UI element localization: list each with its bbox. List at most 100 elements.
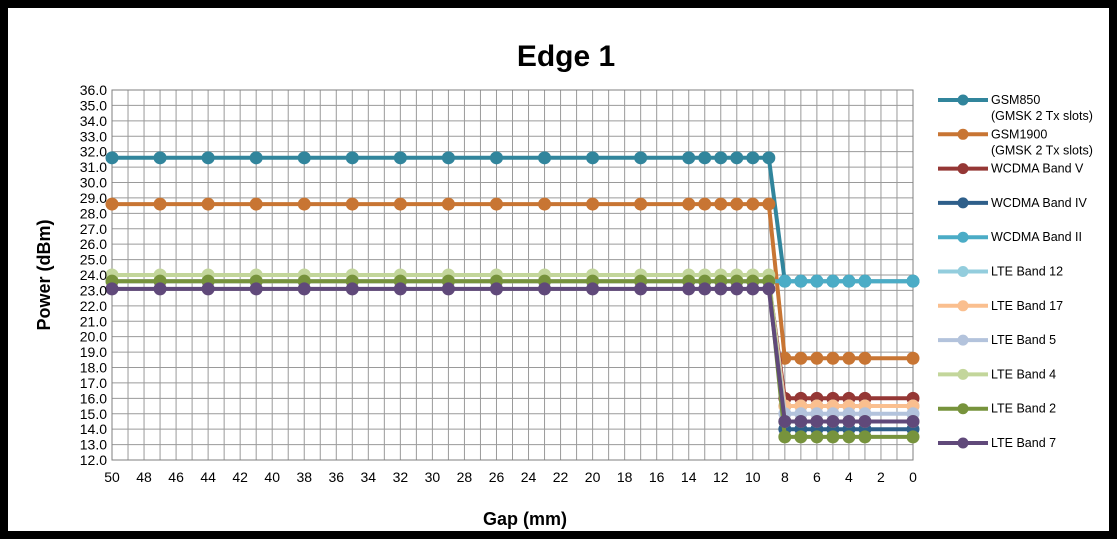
data-point bbox=[682, 282, 696, 296]
data-point bbox=[906, 274, 920, 288]
y-tick-label: 19.0 bbox=[80, 344, 107, 360]
data-point bbox=[441, 151, 455, 165]
y-tick-label: 22.0 bbox=[80, 298, 107, 314]
data-point bbox=[858, 430, 872, 444]
legend-label: LTE Band 5 bbox=[991, 333, 1056, 347]
data-point bbox=[538, 151, 552, 165]
data-point bbox=[746, 151, 760, 165]
legend-label: GSM850 bbox=[991, 93, 1040, 107]
x-tick-label: 28 bbox=[457, 469, 473, 485]
data-point bbox=[858, 351, 872, 365]
data-point bbox=[489, 282, 503, 296]
y-tick-label: 33.0 bbox=[80, 128, 107, 144]
data-point bbox=[345, 197, 359, 211]
x-tick-label: 20 bbox=[585, 469, 601, 485]
data-point bbox=[858, 414, 872, 428]
data-point bbox=[105, 197, 119, 211]
data-point bbox=[810, 274, 824, 288]
data-point bbox=[297, 197, 311, 211]
legend-label: WCDMA Band IV bbox=[991, 196, 1088, 210]
data-point bbox=[105, 282, 119, 296]
data-point bbox=[682, 151, 696, 165]
legend-item: LTE Band 7 bbox=[938, 436, 1056, 450]
y-tick-label: 31.0 bbox=[80, 159, 107, 175]
data-point bbox=[441, 197, 455, 211]
data-point bbox=[810, 430, 824, 444]
x-tick-label: 44 bbox=[200, 469, 216, 485]
data-point bbox=[714, 197, 728, 211]
data-point bbox=[906, 351, 920, 365]
data-point bbox=[441, 282, 455, 296]
legend-label: LTE Band 12 bbox=[991, 265, 1063, 279]
data-point bbox=[297, 282, 311, 296]
x-tick-label: 36 bbox=[328, 469, 344, 485]
tick-labels: 36.035.034.033.032.031.030.029.028.027.0… bbox=[80, 82, 917, 485]
data-point bbox=[842, 414, 856, 428]
chart-title: Edge 1 bbox=[517, 40, 615, 73]
legend-label: WCDMA Band V bbox=[991, 162, 1084, 176]
y-tick-label: 26.0 bbox=[80, 236, 107, 252]
data-point bbox=[249, 151, 263, 165]
legend-marker bbox=[957, 266, 969, 277]
x-tick-label: 38 bbox=[296, 469, 312, 485]
legend-item: LTE Band 17 bbox=[938, 299, 1063, 313]
legend-item: WCDMA Band II bbox=[938, 230, 1082, 244]
y-tick-label: 25.0 bbox=[80, 252, 107, 268]
y-tick-label: 13.0 bbox=[80, 437, 107, 453]
y-tick-label: 12.0 bbox=[80, 452, 107, 468]
legend-item: WCDMA Band V bbox=[938, 162, 1084, 176]
data-point bbox=[153, 282, 167, 296]
x-axis-title: Gap (mm) bbox=[483, 509, 567, 529]
y-tick-label: 34.0 bbox=[80, 113, 107, 129]
y-tick-label: 14.0 bbox=[80, 421, 107, 437]
legend-label: GSM1900 bbox=[991, 127, 1047, 141]
y-tick-label: 17.0 bbox=[80, 375, 107, 391]
data-point bbox=[762, 197, 776, 211]
x-tick-label: 18 bbox=[617, 469, 633, 485]
x-tick-label: 0 bbox=[909, 469, 917, 485]
data-point bbox=[586, 151, 600, 165]
legend-label: WCDMA Band II bbox=[991, 230, 1082, 244]
legend-label: LTE Band 17 bbox=[991, 299, 1063, 313]
data-point bbox=[714, 151, 728, 165]
data-point bbox=[345, 282, 359, 296]
data-point bbox=[842, 274, 856, 288]
data-point bbox=[698, 151, 712, 165]
data-point bbox=[746, 282, 760, 296]
x-tick-label: 48 bbox=[136, 469, 152, 485]
y-tick-label: 23.0 bbox=[80, 282, 107, 298]
data-point bbox=[730, 282, 744, 296]
data-point bbox=[714, 282, 728, 296]
data-point bbox=[297, 151, 311, 165]
x-tick-label: 24 bbox=[521, 469, 537, 485]
y-tick-label: 21.0 bbox=[80, 313, 107, 329]
data-point bbox=[345, 151, 359, 165]
legend-label: (GMSK 2 Tx slots) bbox=[991, 109, 1093, 123]
x-tick-label: 26 bbox=[489, 469, 505, 485]
y-tick-label: 20.0 bbox=[80, 329, 107, 345]
data-point bbox=[810, 414, 824, 428]
data-point bbox=[489, 151, 503, 165]
legend: GSM850 (GMSK 2 Tx slots) GSM1900 (GMSK 2 Tx… bbox=[938, 93, 1093, 450]
data-point bbox=[586, 282, 600, 296]
y-tick-label: 35.0 bbox=[80, 97, 107, 113]
y-tick-label: 32.0 bbox=[80, 144, 107, 160]
data-point bbox=[762, 282, 776, 296]
data-point bbox=[201, 282, 215, 296]
legend-marker bbox=[957, 231, 969, 243]
x-tick-label: 46 bbox=[168, 469, 184, 485]
data-point bbox=[778, 430, 792, 444]
y-tick-label: 29.0 bbox=[80, 190, 107, 206]
x-tick-label: 34 bbox=[361, 469, 377, 485]
y-tick-label: 36.0 bbox=[80, 82, 107, 98]
x-tick-label: 42 bbox=[232, 469, 248, 485]
data-point bbox=[810, 351, 824, 365]
data-point bbox=[249, 197, 263, 211]
legend-marker bbox=[957, 300, 969, 312]
x-tick-label: 8 bbox=[781, 469, 789, 485]
data-point bbox=[794, 351, 808, 365]
y-tick-label: 24.0 bbox=[80, 267, 107, 283]
x-tick-label: 16 bbox=[649, 469, 665, 485]
data-point bbox=[906, 430, 920, 444]
